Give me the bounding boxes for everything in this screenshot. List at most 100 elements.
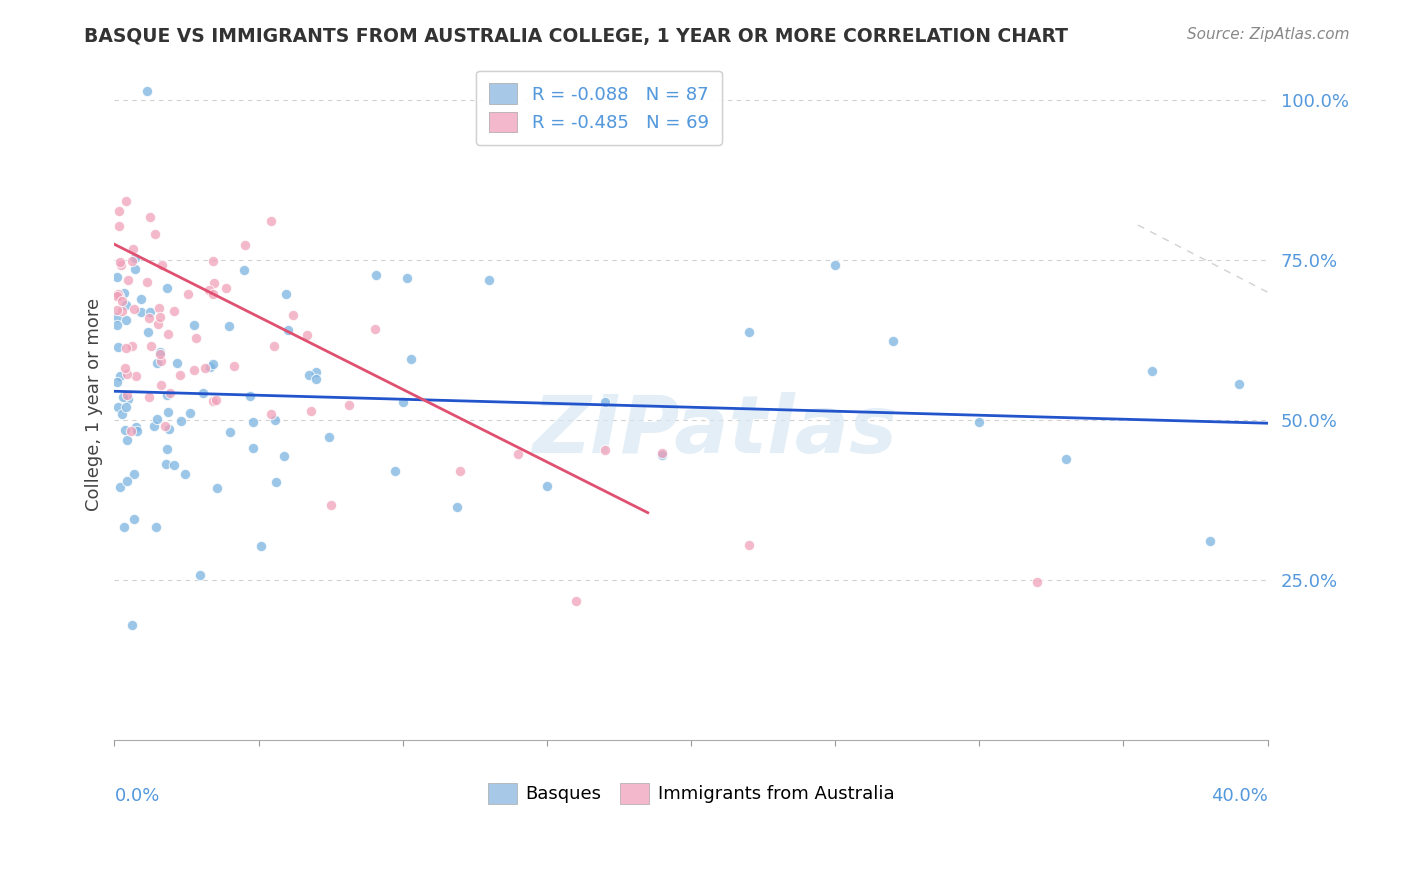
Point	[651, 449, 673, 463]
Point	[536, 479, 558, 493]
Point	[233, 263, 256, 277]
Point	[1026, 574, 1049, 589]
Point	[149, 378, 172, 392]
Point	[281, 309, 304, 323]
Text: Source: ZipAtlas.com: Source: ZipAtlas.com	[1187, 27, 1350, 42]
Point	[138, 390, 160, 404]
Point	[242, 441, 264, 455]
Point	[205, 393, 228, 408]
Point	[201, 254, 224, 268]
Point	[299, 404, 322, 418]
Point	[274, 286, 297, 301]
Point	[112, 390, 135, 404]
Point	[121, 253, 143, 268]
Point	[122, 242, 145, 256]
Point	[138, 211, 160, 225]
Point	[110, 368, 132, 383]
Text: 40.0%: 40.0%	[1211, 787, 1268, 805]
Point	[399, 352, 422, 367]
Point	[122, 302, 145, 317]
Point	[127, 424, 149, 438]
Point	[564, 594, 586, 608]
Point	[166, 356, 188, 370]
Point	[159, 386, 181, 401]
Point	[148, 301, 170, 315]
Point	[339, 398, 361, 412]
Point	[191, 385, 214, 400]
Point	[446, 500, 468, 514]
Point	[121, 338, 143, 352]
Point	[115, 400, 138, 414]
Point	[149, 347, 172, 361]
Point	[737, 325, 759, 339]
Point	[201, 358, 224, 372]
Point	[157, 326, 180, 341]
Point	[824, 258, 846, 272]
Point	[202, 287, 225, 301]
Point	[177, 287, 200, 301]
Point	[969, 415, 991, 429]
Point	[117, 367, 139, 381]
Point	[108, 219, 131, 233]
Point	[114, 423, 136, 437]
Point	[163, 458, 186, 472]
Point	[136, 325, 159, 339]
Point	[149, 345, 172, 359]
Point	[105, 318, 128, 332]
Point	[142, 418, 165, 433]
Point	[233, 238, 256, 252]
Point	[145, 411, 167, 425]
Point	[1199, 533, 1222, 548]
Point	[1054, 451, 1077, 466]
Point	[139, 338, 162, 352]
Point	[107, 287, 129, 301]
Point	[364, 322, 387, 336]
Point	[146, 355, 169, 369]
Point	[129, 292, 152, 306]
Point	[115, 194, 138, 209]
Point	[201, 394, 224, 409]
Point	[250, 540, 273, 554]
Point	[138, 310, 160, 325]
Point	[105, 310, 128, 324]
Point	[117, 272, 139, 286]
Point	[319, 498, 342, 512]
Point	[121, 617, 143, 632]
Text: BASQUE VS IMMIGRANTS FROM AUSTRALIA COLLEGE, 1 YEAR OR MORE CORRELATION CHART: BASQUE VS IMMIGRANTS FROM AUSTRALIA COLL…	[84, 27, 1069, 45]
Point	[273, 450, 295, 464]
Point	[112, 519, 135, 533]
Point	[190, 568, 212, 582]
Point	[449, 464, 471, 478]
Point	[157, 422, 180, 436]
Point	[264, 475, 287, 489]
Point	[149, 310, 172, 325]
Point	[131, 305, 153, 319]
Point	[260, 407, 283, 421]
Point	[111, 303, 134, 318]
Point	[305, 372, 328, 386]
Y-axis label: College, 1 year or more: College, 1 year or more	[86, 297, 103, 510]
Point	[218, 319, 240, 334]
Point	[263, 339, 285, 353]
Point	[222, 359, 245, 373]
Point	[298, 368, 321, 383]
Point	[115, 388, 138, 402]
Point	[105, 302, 128, 317]
Point	[396, 271, 419, 285]
Point	[117, 392, 139, 406]
Point	[107, 339, 129, 353]
Point	[295, 328, 318, 343]
Point	[174, 467, 197, 482]
Point	[105, 270, 128, 285]
Point	[124, 512, 146, 526]
Point	[111, 294, 134, 309]
Point	[124, 262, 146, 277]
Point	[305, 365, 328, 379]
Point	[150, 259, 173, 273]
Point	[506, 447, 529, 461]
Point	[593, 442, 616, 457]
Point	[179, 406, 201, 420]
Point	[198, 359, 221, 374]
Point	[318, 430, 340, 444]
Point	[239, 389, 262, 403]
